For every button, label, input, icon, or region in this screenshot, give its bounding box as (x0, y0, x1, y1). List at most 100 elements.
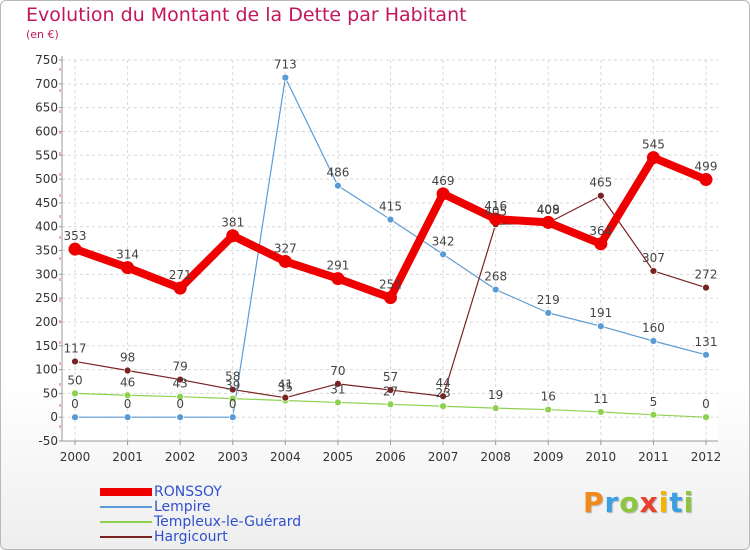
x-tick-label: 2011 (638, 450, 669, 464)
logo-letter: i (658, 486, 670, 519)
y-tick-label: 700 (35, 77, 58, 91)
data-label: 219 (537, 293, 560, 307)
data-point (386, 215, 395, 224)
data-point (596, 191, 605, 200)
y-tick-label: 500 (35, 172, 58, 186)
data-label: 41 (278, 378, 293, 392)
y-tick-label: 50 (43, 386, 58, 400)
data-point (173, 281, 187, 295)
legend-item-templeux: Templeux-le-Guérard (100, 513, 302, 530)
legend: RONSSOY Lempire Templeux-le-Guérard Harg… (100, 483, 302, 545)
data-point (649, 410, 658, 419)
legend-label: Lempire (154, 498, 211, 515)
data-label: 16 (541, 390, 556, 404)
data-point (228, 394, 237, 403)
logo-letter: i (683, 486, 695, 519)
data-point (123, 413, 132, 422)
data-label: 268 (484, 270, 507, 284)
data-label: 19 (488, 388, 503, 402)
data-label: 0 (124, 397, 132, 411)
data-label: 713 (274, 58, 297, 72)
data-point (71, 389, 79, 398)
data-label: 44 (435, 376, 450, 390)
y-tick-label: 650 (35, 101, 58, 115)
legend-swatch-templeux (100, 520, 152, 523)
x-tick-label: 2008 (480, 450, 511, 464)
data-point (489, 212, 503, 226)
data-label: 0 (229, 397, 237, 411)
data-point (334, 181, 342, 190)
y-tick-label: -50 (38, 434, 58, 448)
data-point (439, 402, 447, 411)
data-point (176, 413, 185, 422)
x-tick-label: 2002 (165, 450, 196, 464)
legend-swatch-hargicourt (100, 535, 152, 538)
data-point (331, 272, 345, 286)
data-point (439, 392, 447, 401)
data-label: 415 (379, 200, 402, 214)
data-label: 79 (173, 360, 188, 374)
data-label: 405 (484, 204, 507, 218)
data-label: 0 (702, 397, 710, 411)
legend-label: Templeux-le-Guérard (154, 513, 302, 530)
x-tick-label: 2009 (533, 450, 564, 464)
data-point (386, 386, 395, 394)
series-layer (68, 73, 713, 422)
data-label: 353 (64, 229, 87, 243)
y-tick-label: 100 (35, 363, 58, 377)
data-point (544, 308, 553, 317)
data-point (649, 337, 658, 345)
data-label: 0 (71, 397, 79, 411)
data-point (281, 393, 290, 402)
logo-letter: r (604, 486, 620, 519)
data-point (176, 375, 185, 384)
data-point (702, 413, 710, 422)
data-point (699, 173, 713, 187)
data-label: 11 (593, 392, 608, 406)
y-tick-label: 150 (35, 339, 58, 353)
data-point (491, 404, 500, 413)
x-tick-label: 2005 (323, 450, 354, 464)
data-point (68, 242, 82, 256)
data-label: 191 (589, 306, 612, 320)
y-tick-label: 450 (35, 196, 58, 210)
data-label: 465 (589, 176, 612, 190)
data-point (71, 413, 79, 422)
data-label: 342 (432, 234, 455, 248)
data-point (544, 405, 553, 414)
x-tick-label: 2007 (428, 450, 459, 464)
data-point (228, 385, 237, 394)
data-label: 364 (589, 224, 612, 238)
x-tick-label: 2000 (60, 450, 91, 464)
data-point (334, 398, 342, 407)
data-point (702, 350, 710, 359)
data-point (228, 413, 237, 422)
x-tick-label: 2003 (217, 450, 248, 464)
proxiti-logo: Proxiti (583, 486, 694, 519)
logo-letter: x (639, 486, 659, 519)
legend-label: RONSSOY (154, 483, 222, 500)
data-point (386, 400, 395, 409)
data-label: 381 (221, 216, 244, 230)
data-label: 57 (383, 370, 398, 384)
data-label: 327 (274, 241, 297, 255)
axis-layer: -500501001502002503003504004505005506006… (35, 53, 721, 464)
data-label: 272 (695, 268, 718, 282)
data-label: 46 (120, 375, 135, 389)
data-point (649, 267, 658, 275)
legend-label: Hargicourt (154, 528, 228, 545)
data-point (596, 408, 605, 416)
x-tick-label: 2004 (270, 450, 301, 464)
data-label: 160 (642, 321, 665, 335)
data-label: 251 (379, 278, 402, 292)
data-label: 58 (225, 370, 240, 384)
y-tick-label: 300 (35, 267, 58, 281)
data-label: 307 (642, 251, 665, 265)
x-tick-label: 2010 (586, 450, 617, 464)
y-tick-label: 250 (35, 291, 58, 305)
y-tick-label: 0 (50, 410, 58, 424)
data-label: 43 (173, 377, 188, 391)
y-tick-label: 550 (35, 148, 58, 162)
data-point (226, 229, 240, 243)
